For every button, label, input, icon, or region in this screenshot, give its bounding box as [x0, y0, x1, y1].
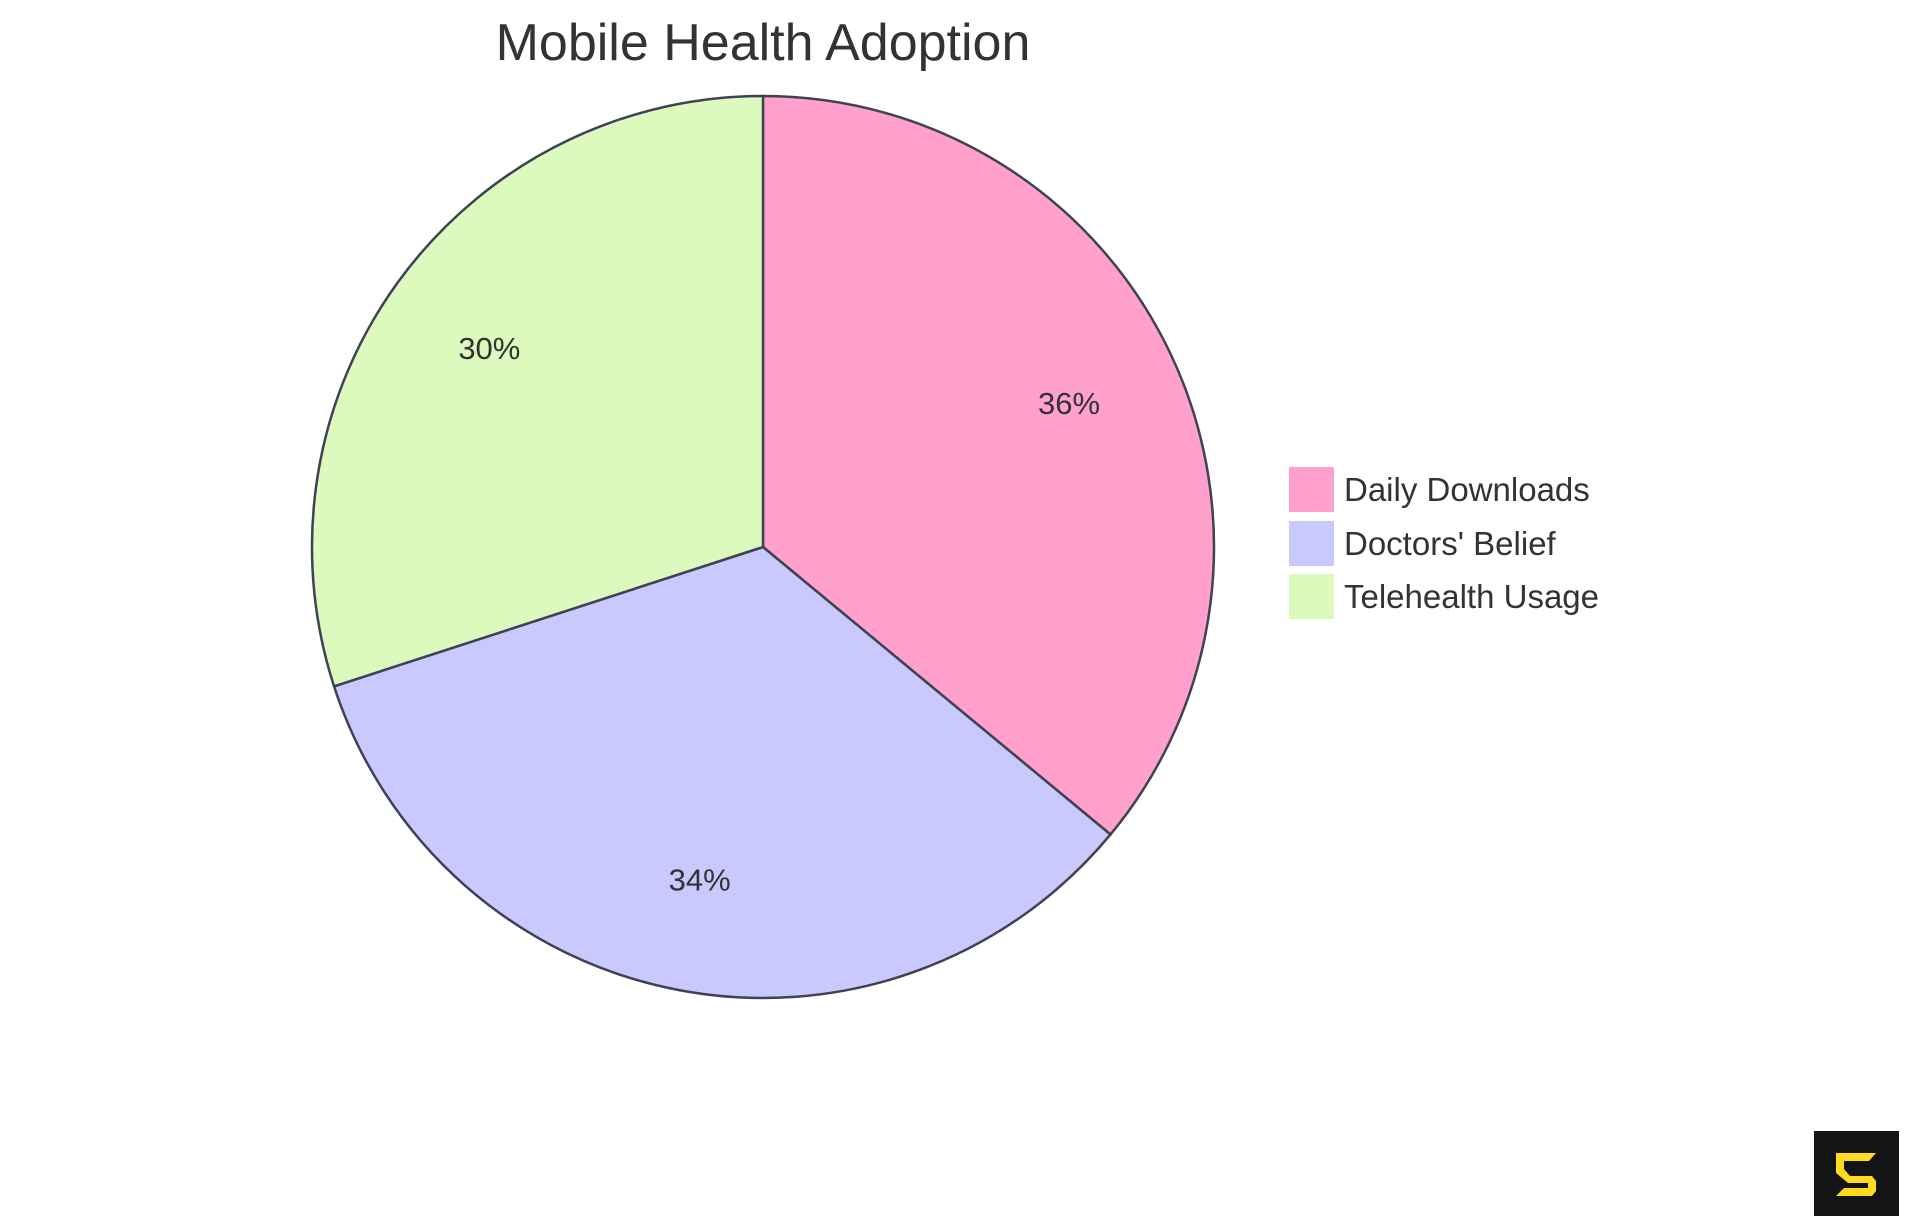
pie-slice-percent-label: 30%: [458, 331, 520, 366]
pie-slice-percent-label: 36%: [1038, 386, 1100, 421]
legend-label: Daily Downloads: [1344, 471, 1590, 508]
pie-slice-labels: 36% 34% 30%: [458, 331, 1100, 897]
pie-slices: [310, 94, 1216, 1000]
legend-label: Telehealth Usage: [1344, 578, 1599, 615]
legend: Daily Downloads Doctors' Belief Teleheal…: [1289, 467, 1599, 619]
pie-slice-percent-label: 34%: [669, 862, 731, 897]
legend-item-telehealth-usage[interactable]: Telehealth Usage: [1289, 574, 1599, 619]
pie-slice-daily-downloads[interactable]: [761, 94, 1216, 837]
legend-swatch-telehealth-usage: [1289, 574, 1334, 619]
brand-logo: [1814, 1131, 1899, 1216]
brand-s-logo-icon: [1836, 1153, 1876, 1196]
legend-label: Doctors' Belief: [1344, 525, 1557, 562]
legend-swatch-doctors-belief: [1289, 521, 1334, 566]
chart-title: Mobile Health Adoption: [496, 14, 1031, 72]
pie-slice-doctors-belief[interactable]: [332, 545, 1113, 1000]
pie-slice-telehealth-usage[interactable]: [310, 94, 765, 688]
legend-swatch-daily-downloads: [1289, 467, 1334, 512]
legend-item-daily-downloads[interactable]: Daily Downloads: [1289, 467, 1590, 512]
legend-item-doctors-belief[interactable]: Doctors' Belief: [1289, 521, 1557, 566]
